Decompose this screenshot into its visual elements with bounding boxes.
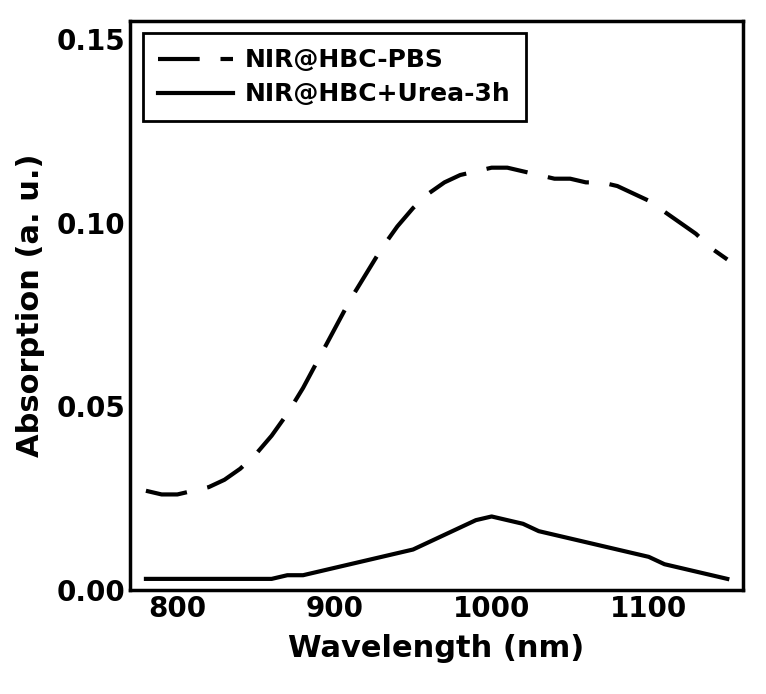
Line: NIR@HBC-PBS: NIR@HBC-PBS xyxy=(146,168,727,494)
NIR@HBC+Urea-3h xyxy=(565,534,574,543)
NIR@HBC-PBS xyxy=(565,174,574,183)
NIR@HBC-PBS xyxy=(393,222,402,230)
NIR@HBC+Urea-3h xyxy=(628,549,637,557)
NIR@HBC+Urea-3h xyxy=(550,531,559,539)
NIR@HBC-PBS xyxy=(267,432,277,440)
NIR@HBC+Urea-3h xyxy=(236,575,245,583)
NIR@HBC-PBS xyxy=(550,174,559,183)
NIR@HBC+Urea-3h xyxy=(644,552,653,561)
NIR@HBC-PBS xyxy=(173,490,182,498)
NIR@HBC-PBS xyxy=(691,230,700,238)
NIR@HBC-PBS xyxy=(157,490,166,498)
NIR@HBC-PBS xyxy=(236,464,245,473)
NIR@HBC+Urea-3h xyxy=(487,512,496,520)
NIR@HBC+Urea-3h xyxy=(502,516,512,524)
NIR@HBC+Urea-3h xyxy=(267,575,277,583)
NIR@HBC-PBS xyxy=(220,475,229,484)
NIR@HBC-PBS xyxy=(471,167,480,176)
NIR@HBC+Urea-3h xyxy=(299,571,308,579)
NIR@HBC-PBS xyxy=(628,189,637,198)
Y-axis label: Absorption (a. u.): Absorption (a. u.) xyxy=(16,153,45,457)
NIR@HBC+Urea-3h xyxy=(362,557,371,565)
Legend: NIR@HBC-PBS, NIR@HBC+Urea-3h: NIR@HBC-PBS, NIR@HBC+Urea-3h xyxy=(142,33,526,121)
NIR@HBC-PBS xyxy=(440,178,449,187)
NIR@HBC+Urea-3h xyxy=(440,531,449,539)
NIR@HBC-PBS xyxy=(597,178,606,187)
NIR@HBC-PBS xyxy=(613,182,622,190)
NIR@HBC-PBS xyxy=(205,483,214,491)
NIR@HBC-PBS xyxy=(581,178,591,187)
NIR@HBC+Urea-3h xyxy=(519,520,528,528)
NIR@HBC-PBS xyxy=(534,171,543,179)
NIR@HBC-PBS xyxy=(660,208,669,216)
NIR@HBC+Urea-3h xyxy=(707,571,716,579)
NIR@HBC+Urea-3h xyxy=(408,545,417,554)
NIR@HBC-PBS xyxy=(362,270,371,278)
NIR@HBC-PBS xyxy=(283,409,292,418)
NIR@HBC+Urea-3h xyxy=(345,560,355,568)
NIR@HBC+Urea-3h xyxy=(314,568,323,576)
NIR@HBC-PBS xyxy=(188,486,198,495)
NIR@HBC-PBS xyxy=(377,244,386,253)
NIR@HBC-PBS xyxy=(487,164,496,172)
NIR@HBC+Urea-3h xyxy=(613,545,622,554)
NIR@HBC+Urea-3h xyxy=(534,527,543,535)
NIR@HBC+Urea-3h xyxy=(283,571,292,579)
X-axis label: Wavelength (nm): Wavelength (nm) xyxy=(289,634,584,663)
NIR@HBC+Urea-3h xyxy=(220,575,229,583)
NIR@HBC+Urea-3h xyxy=(722,575,732,583)
NIR@HBC-PBS xyxy=(330,325,339,333)
Line: NIR@HBC+Urea-3h: NIR@HBC+Urea-3h xyxy=(146,516,727,579)
NIR@HBC+Urea-3h xyxy=(330,564,339,572)
NIR@HBC-PBS xyxy=(644,196,653,205)
NIR@HBC-PBS xyxy=(345,296,355,304)
NIR@HBC+Urea-3h xyxy=(142,575,151,583)
NIR@HBC+Urea-3h xyxy=(377,552,386,561)
NIR@HBC+Urea-3h xyxy=(660,560,669,568)
NIR@HBC+Urea-3h xyxy=(424,538,434,546)
NIR@HBC+Urea-3h xyxy=(471,516,480,524)
NIR@HBC+Urea-3h xyxy=(581,538,591,546)
NIR@HBC-PBS xyxy=(456,171,465,179)
NIR@HBC+Urea-3h xyxy=(456,523,465,532)
NIR@HBC-PBS xyxy=(299,384,308,392)
NIR@HBC+Urea-3h xyxy=(173,575,182,583)
NIR@HBC+Urea-3h xyxy=(676,564,685,572)
NIR@HBC+Urea-3h xyxy=(188,575,198,583)
NIR@HBC+Urea-3h xyxy=(205,575,214,583)
NIR@HBC-PBS xyxy=(142,486,151,495)
NIR@HBC-PBS xyxy=(251,450,260,458)
NIR@HBC-PBS xyxy=(722,255,732,264)
NIR@HBC-PBS xyxy=(519,167,528,176)
NIR@HBC-PBS xyxy=(408,204,417,212)
NIR@HBC-PBS xyxy=(676,219,685,227)
NIR@HBC-PBS xyxy=(314,355,323,363)
NIR@HBC+Urea-3h xyxy=(691,568,700,576)
NIR@HBC+Urea-3h xyxy=(157,575,166,583)
NIR@HBC+Urea-3h xyxy=(597,542,606,550)
NIR@HBC-PBS xyxy=(502,164,512,172)
NIR@HBC+Urea-3h xyxy=(393,549,402,557)
NIR@HBC+Urea-3h xyxy=(251,575,260,583)
NIR@HBC-PBS xyxy=(424,189,434,198)
NIR@HBC-PBS xyxy=(707,244,716,253)
